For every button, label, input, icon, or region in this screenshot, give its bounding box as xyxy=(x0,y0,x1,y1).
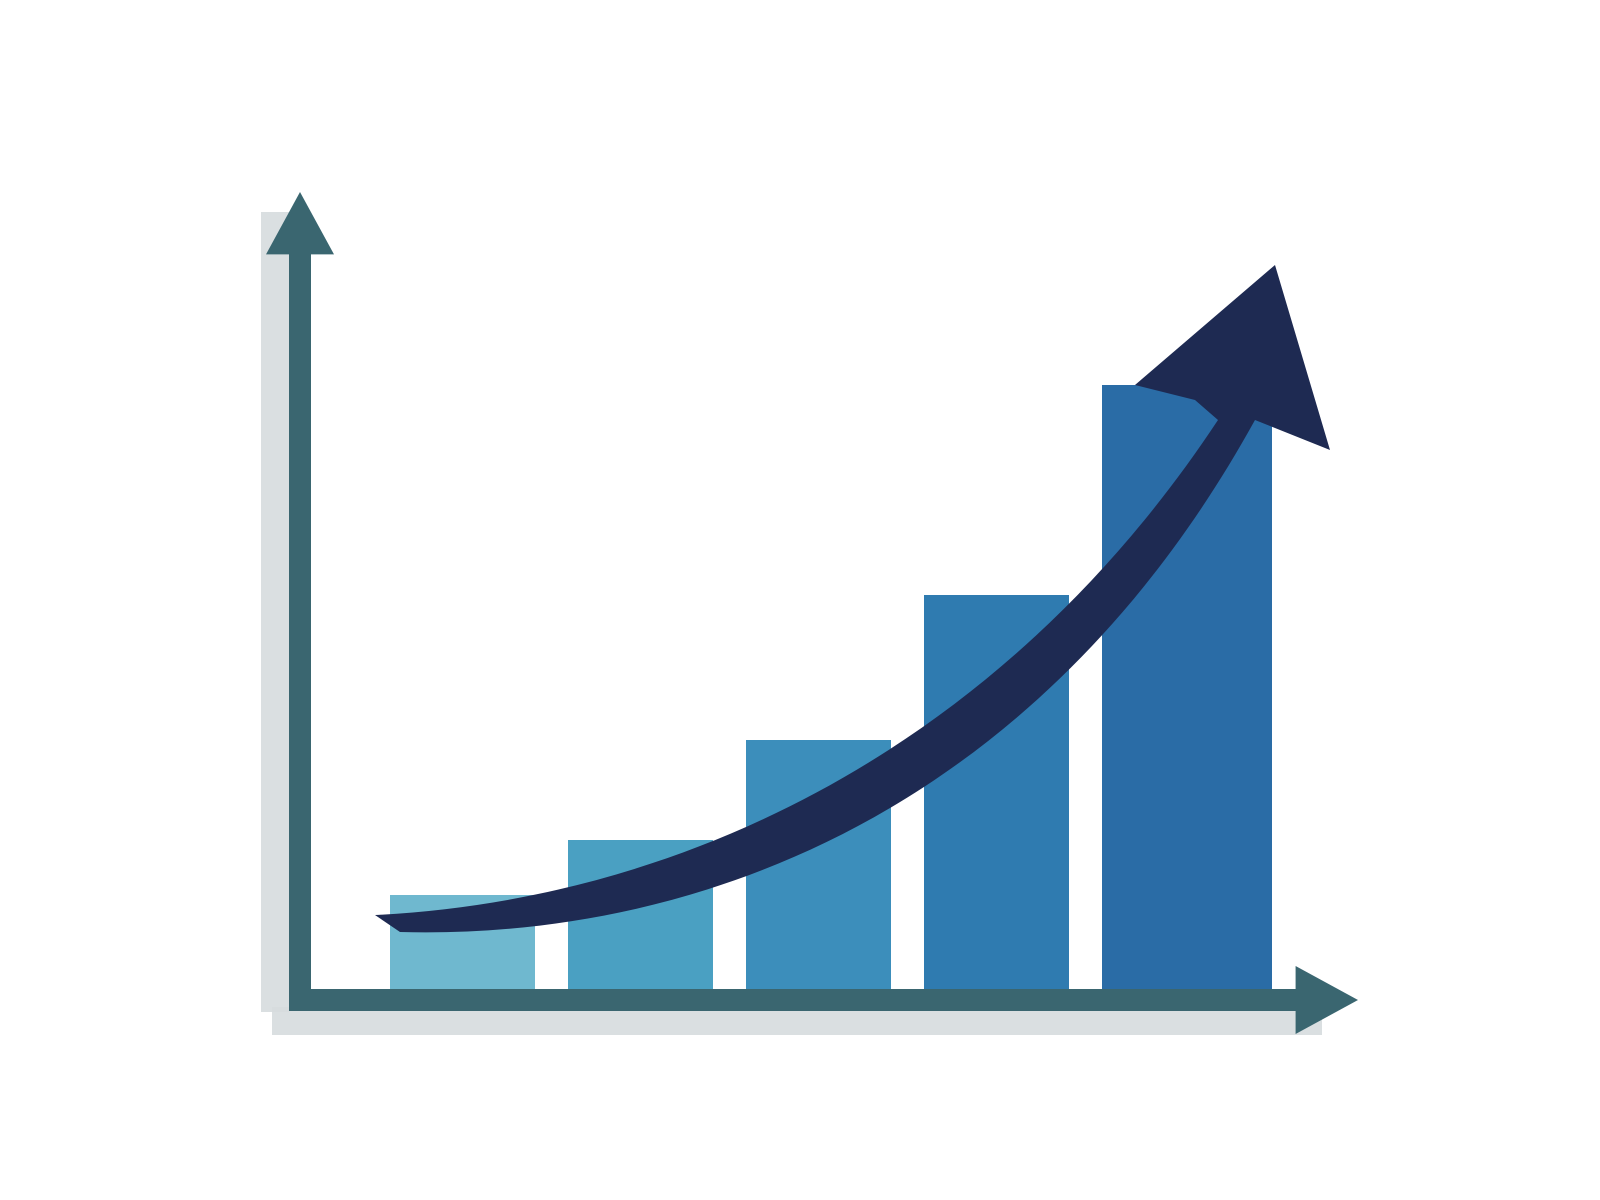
growth-bar-chart xyxy=(160,120,1440,1080)
chart-svg xyxy=(160,120,1440,1080)
